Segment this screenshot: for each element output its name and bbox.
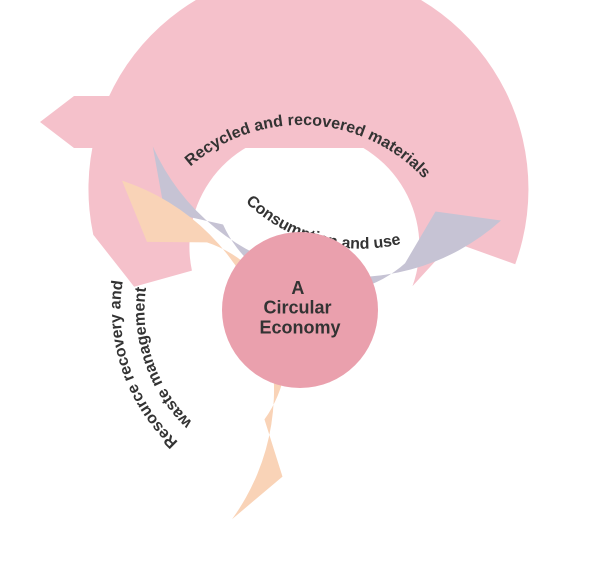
circular-economy-diagram: Raw materials Recycled and recovered mat… <box>0 0 600 568</box>
